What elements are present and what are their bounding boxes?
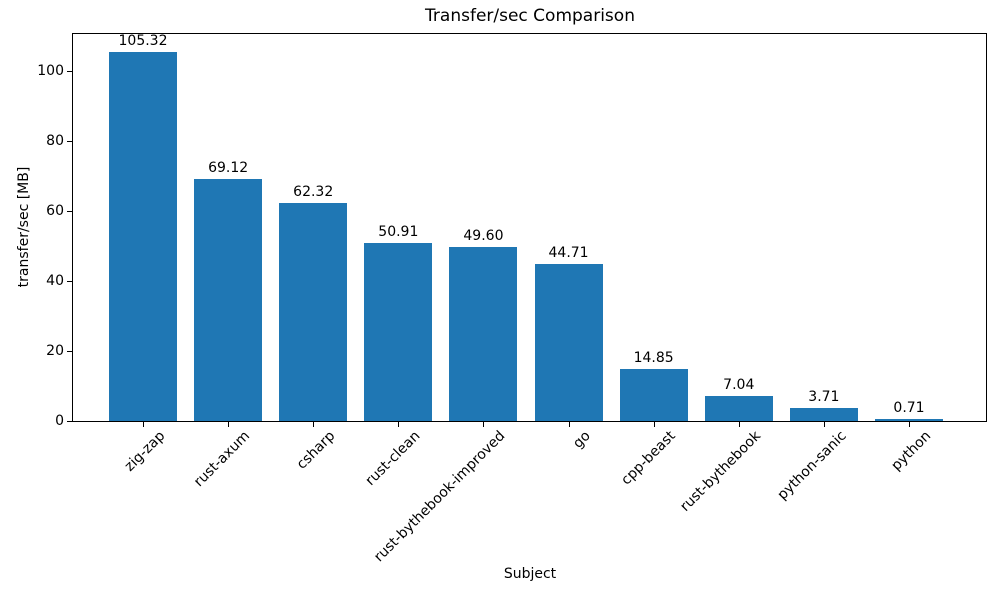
x-tick-mark [909,422,910,427]
x-tick-label: rust-clean [362,428,424,489]
x-tick-label: rust-bythebook [677,428,765,515]
x-tick-mark [228,422,230,427]
x-tick-label: python-sanic [773,428,850,504]
y-tick-label: 80 [46,132,64,149]
bar [704,396,773,421]
bar-value-label: 50.91 [378,223,419,240]
y-tick-mark [67,350,72,352]
bar [789,407,858,421]
bar-value-label: 7.04 [723,377,755,394]
bar [109,51,177,421]
bar [449,247,518,421]
x-tick-mark [313,422,315,427]
y-axis-label: transfer/sec [MB] [16,166,32,288]
bar [875,418,943,421]
bar-value-label: 3.71 [808,388,840,405]
x-tick-label: go [570,428,594,452]
bar-value-label: 49.60 [463,228,504,245]
bar [619,368,688,421]
x-tick-mark [653,422,655,427]
x-tick-mark [398,422,400,427]
x-tick-label: rust-axum [191,428,254,491]
bar-value-label: 44.71 [548,245,589,262]
bar-value-label: 0.71 [893,399,925,416]
y-tick-mark [67,140,72,142]
bar-value-label: 105.32 [118,32,168,49]
bar [364,242,433,421]
x-tick-label: cpp-beast [618,428,679,489]
x-tick-mark [143,422,144,427]
chart-title: Transfer/sec Comparison [425,6,635,26]
bar [279,202,348,421]
bar-value-label: 62.32 [293,183,334,200]
bar-value-label: 69.12 [208,159,249,176]
x-tick-label: csharp [293,428,339,473]
y-tick-mark [67,70,72,72]
y-tick-label: 0 [55,413,64,429]
y-tick-mark [67,421,72,422]
bar [194,178,263,421]
y-tick-label: 40 [46,272,64,289]
x-tick-mark [568,422,570,427]
y-tick-label: 20 [46,342,64,359]
x-tick-mark [738,422,740,427]
bar-value-label: 14.85 [633,349,674,366]
y-tick-mark [67,280,72,282]
x-axis-label: Subject [503,566,557,582]
y-tick-label: 60 [46,202,64,219]
y-tick-mark [67,210,72,212]
x-tick-mark [483,422,485,427]
x-tick-label: python [888,428,935,474]
x-tick-label: zig-zap [121,428,169,475]
y-tick-label: 100 [37,62,64,79]
bar [534,264,603,421]
x-tick-mark [823,422,825,427]
